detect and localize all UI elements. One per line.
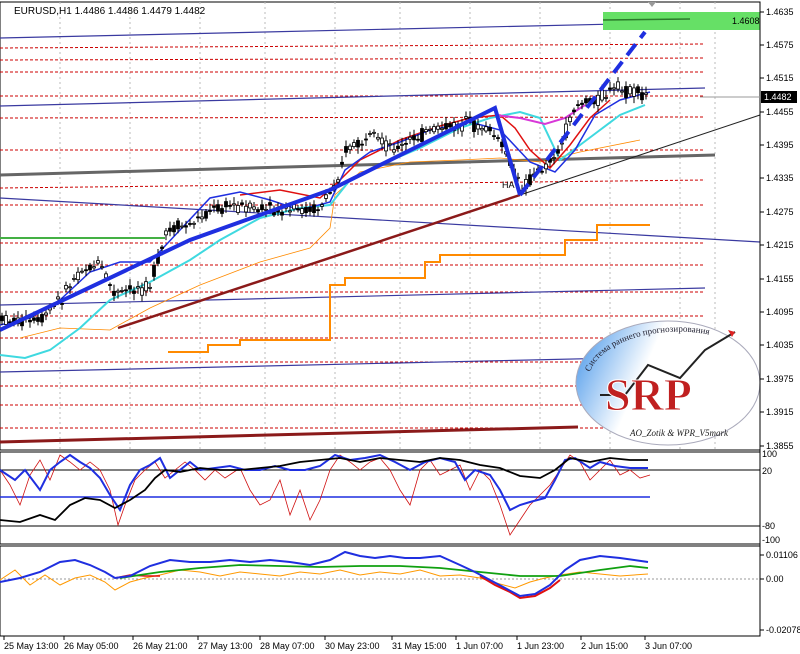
orange-stair <box>168 224 650 353</box>
price-tick-label: 1.4275 <box>766 207 794 217</box>
price-tick-label: 1.4095 <box>766 307 794 317</box>
srp-watermark: Система раннего прогнозирования SRP AO_Z… <box>575 320 761 446</box>
macd-blue <box>0 550 649 598</box>
macd-red-2 <box>479 575 561 600</box>
darkred-bottom-line <box>0 425 579 444</box>
price-tick-label: 1.3975 <box>766 374 794 384</box>
pattern-label: HA <box>502 180 515 190</box>
time-axis-label: 25 May 13:00 <box>4 641 59 651</box>
ma-magenta <box>494 104 586 126</box>
time-axis-label: 26 May 05:00 <box>64 641 119 651</box>
symbol-info: EURUSD,H1 1.4486 1.4486 1.4479 1.4482 <box>14 6 206 17</box>
thin-trend-line <box>519 114 761 196</box>
gray-trend-line <box>0 153 716 177</box>
macd-green <box>119 564 649 579</box>
macd-tick-label: 0.00 <box>766 574 784 584</box>
price-tick-label: 1.4155 <box>766 274 794 284</box>
oscillator-black <box>0 457 648 523</box>
macd-tick-label: 0.01106 <box>766 550 798 560</box>
price-tick-label: 1.4575 <box>766 40 794 50</box>
price-tick-label: 1.4035 <box>766 340 794 350</box>
oscillator-scale: 100 20 -80 -100 <box>762 449 780 545</box>
time-axis-label: 3 Jun 07:00 <box>645 641 692 651</box>
channel-lines <box>0 21 761 373</box>
macd-tick-label: -0.02078 <box>766 625 800 635</box>
watermark-letters: SRP <box>605 369 692 420</box>
time-axis-label: 31 May 15:00 <box>392 641 447 651</box>
current-price: 1.4482 <box>764 92 792 102</box>
price-scale[interactable]: 1.4635 1.4575 1.4515 1.4455 1.4395 1.4335 1.42… <box>760 7 794 451</box>
shift-marker-icon[interactable] <box>648 2 656 7</box>
time-axis-label: 1 Jun 07:00 <box>456 641 503 651</box>
macd-orange <box>0 569 649 591</box>
oscillator-panel[interactable] <box>0 451 761 545</box>
price-tick-label: 1.4395 <box>766 140 794 150</box>
darkred-trend-line <box>117 193 521 330</box>
oscillator-tick-label: -100 <box>762 535 780 545</box>
time-axis-label: 26 May 21:00 <box>133 641 188 651</box>
forecast-dashed-line <box>518 30 647 197</box>
price-tick-label: 1.4215 <box>766 240 794 250</box>
price-tick-label: 1.4335 <box>766 173 794 183</box>
candlesticks <box>0 77 648 331</box>
watermark-footer: AO_Zotik & WPR_V5mark <box>629 428 729 438</box>
time-axis: 25 May 13:00 26 May 05:00 26 May 21:00 27 M… <box>3 636 692 651</box>
current-price-box <box>761 91 797 103</box>
price-tick-label: 1.4635 <box>766 7 794 17</box>
oscillator-red <box>0 454 651 536</box>
main-trend-line <box>0 105 522 332</box>
time-axis-label: 28 May 07:00 <box>260 641 315 651</box>
time-axis-label: 27 May 13:00 <box>198 641 253 651</box>
price-tick-label: 1.4515 <box>766 73 794 83</box>
time-axis-label: 1 Jun 23:00 <box>517 641 564 651</box>
oscillator-tick-label: 20 <box>762 466 772 476</box>
oscillator-blue <box>0 453 648 513</box>
price-tick-label: 1.4455 <box>766 107 794 117</box>
macd-panel[interactable] <box>0 545 761 637</box>
oscillator-tick-label: -80 <box>762 521 775 531</box>
price-tick-label: 1.3855 <box>766 441 794 451</box>
time-axis-label: 2 Jun 15:00 <box>581 641 628 651</box>
oscillator-tick-label: 100 <box>762 449 777 459</box>
oscillator-levels <box>0 469 760 527</box>
green-level-label: 1.4608 <box>732 16 760 26</box>
price-tick-label: 1.3915 <box>766 407 794 417</box>
green-zone <box>603 12 760 30</box>
time-axis-label: 30 May 23:00 <box>325 641 380 651</box>
macd-scale: 0.01106 0.00 -0.02078 <box>760 550 800 635</box>
